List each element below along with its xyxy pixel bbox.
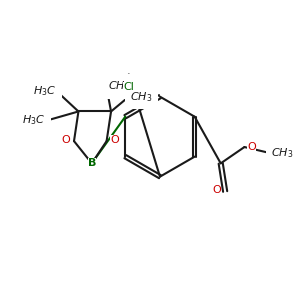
Text: O: O	[248, 142, 256, 152]
Text: $CH_3$: $CH_3$	[108, 80, 130, 93]
Text: O: O	[110, 135, 119, 145]
Text: $H_3C$: $H_3C$	[22, 113, 46, 127]
Text: O: O	[212, 185, 221, 195]
Text: B: B	[88, 158, 96, 168]
Text: $H_3C$: $H_3C$	[33, 84, 56, 98]
Text: Cl: Cl	[123, 82, 134, 92]
Text: $CH_3$: $CH_3$	[271, 146, 293, 160]
Text: $CH_3$: $CH_3$	[130, 90, 153, 104]
Text: O: O	[62, 135, 70, 145]
